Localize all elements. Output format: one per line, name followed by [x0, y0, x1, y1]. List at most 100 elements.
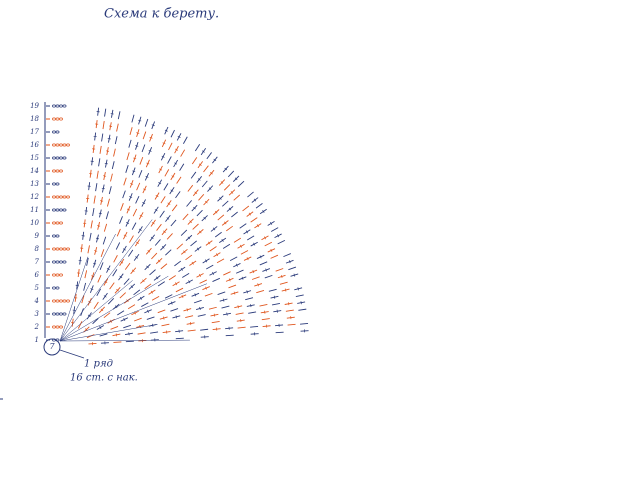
stitch-bar	[193, 206, 196, 210]
stitch	[180, 229, 188, 236]
stitch-bar	[237, 305, 239, 309]
stitch-bar	[139, 214, 143, 217]
stitch	[150, 331, 159, 334]
stitch	[99, 145, 102, 154]
stitch	[250, 325, 259, 328]
stitch	[285, 309, 294, 312]
stitch-bar	[106, 268, 110, 271]
chain-stitch	[55, 182, 60, 186]
stitch	[112, 269, 118, 277]
stitch	[176, 243, 184, 250]
row-number: 7	[35, 258, 40, 266]
stitch	[163, 183, 169, 191]
stitch	[117, 111, 121, 120]
stitch-bar	[212, 271, 215, 275]
stitch-bar	[99, 326, 102, 329]
ray	[59, 256, 89, 342]
stitch-bar	[154, 209, 158, 212]
stitch	[123, 278, 130, 285]
stitch	[135, 196, 140, 204]
stitch	[295, 294, 304, 298]
stitch	[182, 213, 189, 221]
stitch-bar	[186, 308, 189, 312]
stitch	[99, 333, 108, 337]
ray	[59, 275, 169, 342]
stitch	[111, 161, 115, 170]
stitch-bar	[159, 168, 163, 171]
stitch-bar	[93, 262, 97, 265]
stitch-bar	[265, 268, 268, 272]
stitch-bar	[175, 315, 178, 319]
stitch-bar	[183, 250, 186, 254]
stitch	[138, 170, 143, 178]
ray	[59, 339, 190, 342]
stitch	[174, 260, 182, 267]
stitch-bar	[262, 210, 265, 213]
stitch-bar	[146, 162, 150, 165]
chain-stitch	[59, 117, 63, 121]
note-row: 1 ряд	[84, 359, 113, 370]
stitch	[126, 152, 130, 161]
stitch-bar	[210, 172, 213, 175]
stitch	[132, 208, 138, 217]
stitch	[131, 222, 137, 230]
stitch	[197, 314, 206, 317]
chain-stitch	[66, 143, 70, 147]
stitch	[226, 225, 234, 232]
stitch-bar	[120, 261, 124, 264]
stitch	[235, 269, 244, 274]
stitch-bar	[131, 269, 135, 273]
stitch-bar	[95, 237, 100, 240]
stitch-bar	[224, 221, 227, 225]
stitch	[283, 253, 291, 258]
stitch-bar	[221, 238, 224, 242]
stitch	[287, 323, 296, 326]
stitch-bar	[114, 305, 118, 309]
stitch	[109, 282, 115, 290]
stitch-bar	[280, 274, 283, 279]
stitch	[203, 165, 209, 173]
stitch	[81, 295, 85, 304]
stitch	[223, 271, 231, 276]
stitch	[92, 208, 95, 217]
stitch	[160, 196, 166, 204]
stitch	[275, 268, 284, 272]
stitch	[198, 194, 205, 201]
stitch-bar	[203, 216, 206, 220]
stitch-bar	[213, 313, 216, 317]
stitch-bar	[224, 167, 228, 171]
stitch	[149, 269, 156, 276]
stitch	[209, 246, 217, 252]
stitch-bar	[273, 295, 276, 299]
pointer	[59, 349, 85, 359]
stitch	[193, 299, 202, 304]
stitch	[185, 315, 194, 318]
stitch	[191, 157, 198, 165]
stitch-bar	[199, 306, 201, 311]
stitch-bar	[151, 222, 155, 225]
stitch	[248, 311, 257, 314]
stitch-bar	[123, 234, 127, 237]
stitch-bar	[98, 212, 102, 215]
stitch-bar	[122, 248, 126, 251]
stitch	[175, 287, 184, 293]
stitch	[222, 243, 231, 249]
stitch-bar	[234, 177, 238, 181]
stitch	[122, 190, 126, 199]
stitch	[168, 142, 173, 151]
stitch	[300, 323, 309, 325]
stitch	[194, 143, 201, 152]
row-number: 9	[35, 232, 40, 240]
stitch-bar	[201, 150, 205, 153]
stitch	[92, 317, 99, 325]
stitch-bar	[138, 119, 142, 122]
stitch	[170, 219, 177, 227]
stitch	[187, 184, 194, 192]
stitch	[151, 252, 158, 260]
stitch-bar	[284, 288, 287, 292]
stitch	[161, 323, 170, 327]
stitch	[233, 237, 242, 243]
chain-stitch	[59, 169, 63, 173]
stitch	[217, 291, 226, 295]
stitch-bar	[126, 221, 130, 224]
